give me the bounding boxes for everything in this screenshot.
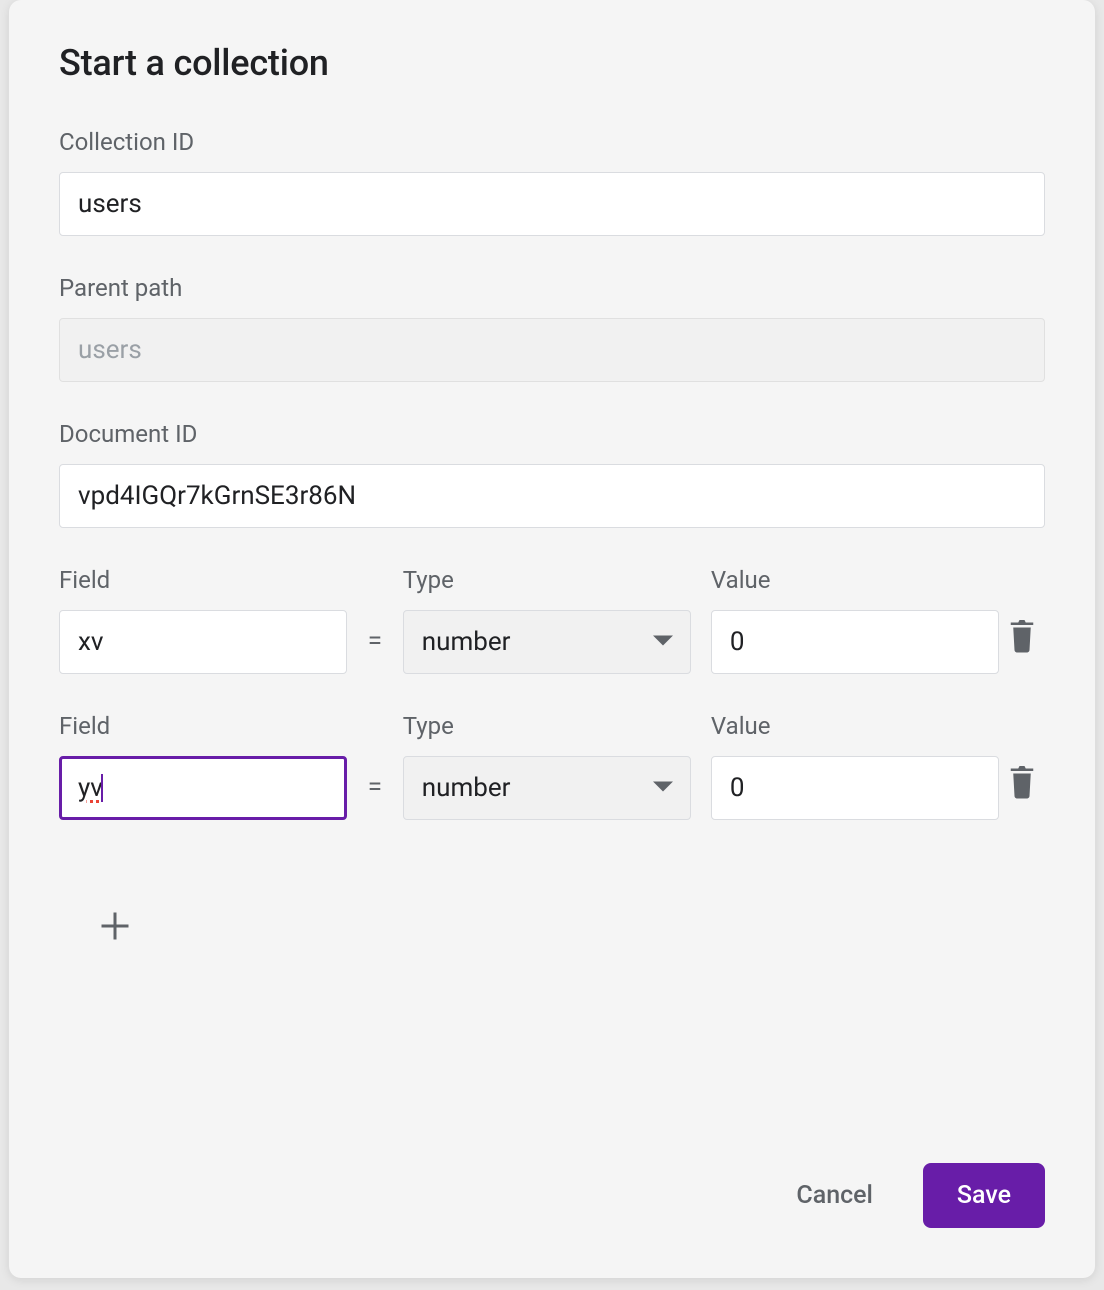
trash-icon (1007, 763, 1037, 799)
type-column: Type number (403, 712, 691, 820)
collection-id-input[interactable] (59, 172, 1045, 236)
field-value-input[interactable] (711, 756, 999, 820)
value-column: Value (711, 712, 999, 820)
field-type-select[interactable]: number (403, 610, 691, 674)
field-value-input[interactable] (711, 610, 999, 674)
start-collection-dialog: Start a collection Collection ID Parent … (9, 0, 1095, 1278)
equals-sign: = (347, 626, 403, 674)
field-header: Field (59, 566, 347, 594)
field-name-input[interactable] (59, 610, 347, 674)
field-column: Field yv (59, 712, 347, 820)
collection-id-label: Collection ID (59, 128, 1045, 156)
trash-icon (1007, 617, 1037, 653)
field-row: Field yv = Type number Value (59, 712, 1045, 820)
cancel-button[interactable]: Cancel (776, 1167, 893, 1224)
dialog-title: Start a collection (59, 42, 1045, 84)
document-id-input[interactable] (59, 464, 1045, 528)
save-button[interactable]: Save (923, 1163, 1045, 1228)
delete-field-button[interactable] (999, 609, 1045, 664)
document-id-group: Document ID (59, 420, 1045, 528)
type-column: Type number (403, 566, 691, 674)
value-column: Value (711, 566, 999, 674)
parent-path-input (59, 318, 1045, 382)
field-header: Field (59, 712, 347, 740)
plus-icon (97, 908, 133, 944)
dialog-footer: Cancel Save (776, 1163, 1045, 1228)
collection-id-group: Collection ID (59, 128, 1045, 236)
field-row: Field = Type number Value (59, 566, 1045, 674)
field-name-input[interactable]: yv (59, 756, 347, 820)
document-id-label: Document ID (59, 420, 1045, 448)
parent-path-group: Parent path (59, 274, 1045, 382)
delete-field-button[interactable] (999, 755, 1045, 810)
type-header: Type (403, 566, 691, 594)
field-type-select[interactable]: number (403, 756, 691, 820)
add-field-button[interactable] (87, 898, 143, 957)
field-column: Field (59, 566, 347, 674)
parent-path-label: Parent path (59, 274, 1045, 302)
equals-sign: = (347, 772, 403, 820)
value-header: Value (711, 566, 999, 594)
value-header: Value (711, 712, 999, 740)
type-header: Type (403, 712, 691, 740)
